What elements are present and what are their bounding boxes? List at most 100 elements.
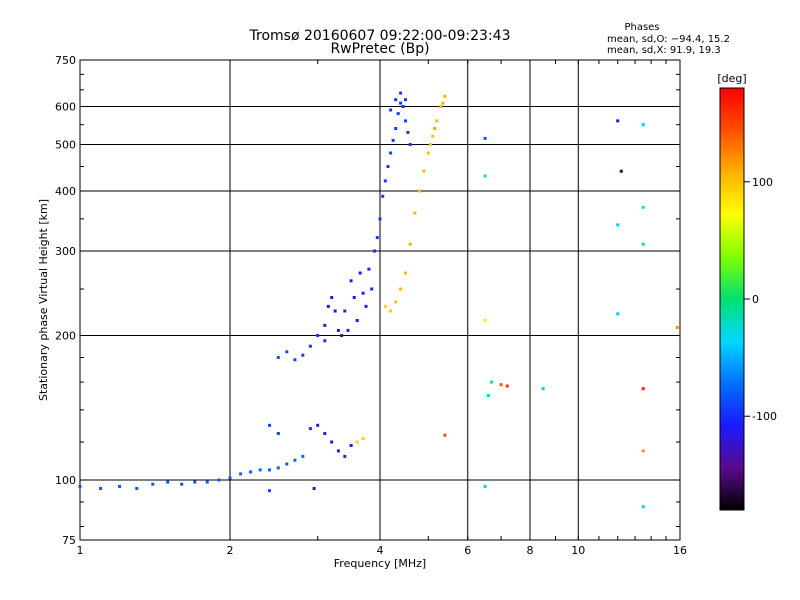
colorbar-tick-label: 0 [752,293,759,306]
echo-point [180,482,184,486]
echo-point [301,353,305,357]
echo-point [323,432,327,435]
echo-point [486,394,490,397]
echo-point [293,458,297,462]
echo-point [401,105,405,108]
echo-point [151,482,155,486]
echo-point [135,487,139,490]
echo-point [394,127,398,130]
y-tick-label: 200 [55,330,76,343]
echo-point [404,98,407,102]
echo-point [333,309,337,313]
echo-point [428,143,432,146]
x-tick-label: 1 [77,544,84,557]
echo-point [346,328,350,332]
echo-point [483,319,487,322]
echo-point [349,279,353,283]
x-axis-ticks: 1 2 4 6 8 10 16 [77,60,687,557]
echo-point [323,323,327,327]
echo-point [268,468,271,472]
echo-point [616,223,620,227]
echo-point [330,440,334,444]
chart-subtitle: RwPretec (Bp) [330,41,429,57]
echo-point [389,151,393,155]
echo-point [616,312,620,316]
echo-point [249,470,253,474]
echo-point [483,174,487,178]
y-tick-label: 100 [55,474,76,487]
echo-point [426,151,430,155]
chart-title: Tromsø 20160607 09:22:00-09:23:43 [249,28,511,44]
echo-point [394,98,398,102]
echo-point [358,271,362,275]
echo-point [268,423,271,427]
echo-point [443,94,447,98]
echo-point [330,296,334,299]
colorbar-label: [deg] [717,72,746,85]
echo-point [326,304,330,308]
echo-point [404,119,407,123]
echo-point [381,194,385,198]
colorbar-tick-label: -100 [752,410,777,423]
y-axis-label: Stationary phase Virtual Height [km] [37,199,50,401]
echo-point [439,105,443,108]
echo-point [391,138,395,142]
y-tick-label: 600 [55,101,76,114]
echo-point [435,119,439,123]
echo-point [99,487,103,490]
echo-point [433,127,437,130]
echo-point [276,356,280,359]
echo-point [619,169,623,173]
echo-point [413,211,417,215]
echo-point [394,300,398,304]
echo-point [352,296,356,299]
echo-point [276,466,280,470]
echo-point [399,101,403,105]
echo-point [404,271,407,275]
echo-point [336,328,340,332]
echo-point [78,484,82,488]
phases-heading: Phases [624,22,659,33]
echo-point [490,380,494,384]
echo-point [323,339,327,343]
echo-point [343,454,347,458]
x-tick-label: 2 [227,544,234,557]
echo-point [355,319,359,322]
y-tick-label: 500 [55,139,76,152]
phases-stats-o: mean, sd,O: −94.4, 15.2 [607,34,730,45]
x-axis-label: Frequency [MHz] [334,557,426,570]
echo-point [370,287,374,291]
echo-point [441,101,445,105]
y-tick-label: 400 [55,185,76,198]
x-tick-label: 10 [571,544,585,557]
echo-point [641,449,645,453]
echo-point [301,454,305,458]
data-points [78,91,679,509]
echo-point [364,304,368,308]
echo-point [641,387,645,391]
x-tick-label: 4 [377,544,384,557]
echo-point [505,384,509,388]
x-tick-label: 6 [464,544,471,557]
echo-point [166,480,170,484]
echo-point [276,432,280,435]
phases-stats-x: mean, sd,X: 91.9, 19.3 [607,45,721,56]
y-axis-ticks: 75 100 200 300 400 500 600 750 [55,54,680,547]
echo-point [383,304,387,308]
echo-point [483,484,487,488]
echo-point [336,449,340,453]
echo-point [431,134,435,138]
echo-point [386,165,390,168]
echo-point [408,242,412,246]
echo-point [418,189,421,193]
echo-point [389,108,393,112]
echo-point [399,287,403,291]
echo-point [641,123,645,127]
echo-point [239,472,243,476]
colorbar-gradient [719,87,745,511]
echo-point [312,487,316,490]
echo-point [316,423,320,427]
colorbar-ticks: 100 0 -100 [744,176,777,423]
echo-point [483,136,487,140]
echo-point [383,179,387,183]
